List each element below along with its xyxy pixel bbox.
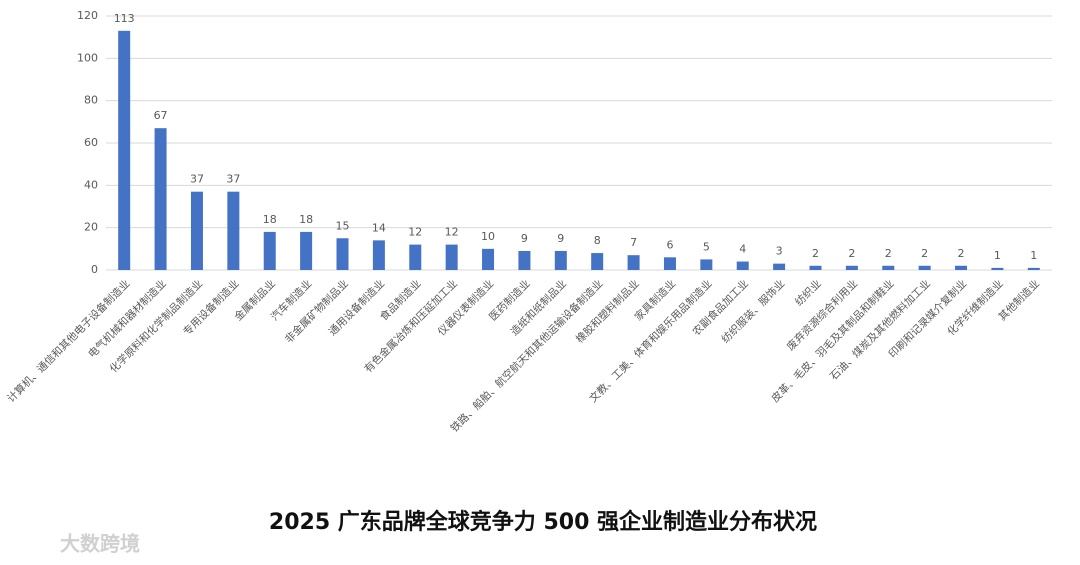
value-label: 2 [812,247,819,260]
bar [955,265,968,270]
value-label: 15 [336,219,350,232]
value-label: 10 [481,230,495,243]
bar [154,128,167,270]
value-label: 3 [776,245,783,258]
value-label: 12 [445,226,459,239]
value-label: 2 [921,247,928,260]
value-label: 8 [594,234,601,247]
x-tick-label: 非金属矿物制品业 [282,277,351,346]
watermark: 大数跨境 [60,532,140,556]
value-label: 113 [114,12,135,25]
y-tick-label: 20 [84,221,98,234]
value-label: 4 [739,243,746,256]
value-label: 9 [557,232,564,245]
bar [700,259,713,270]
y-tick-label: 80 [84,94,98,107]
value-label: 9 [521,232,528,245]
bar [809,265,822,270]
bar [482,248,495,270]
bar [736,261,749,270]
value-label: 2 [958,247,965,260]
value-label: 7 [630,236,637,249]
bar [118,30,131,270]
value-label: 37 [190,173,204,186]
bar [227,191,240,270]
value-label: 18 [299,213,313,226]
value-label: 6 [666,238,673,251]
value-label: 5 [703,240,710,253]
bar [518,250,531,270]
value-label: 67 [154,109,168,122]
bar [409,244,422,270]
value-label: 37 [226,173,240,186]
value-label: 14 [372,221,386,234]
y-tick-label: 0 [91,263,98,276]
bar [918,265,931,270]
bar [991,267,1004,270]
bar [845,265,858,270]
bar [663,257,676,270]
x-tick-label: 废弃资源综合利用业 [784,277,860,353]
value-label: 1 [994,249,1001,262]
y-tick-label: 40 [84,178,98,191]
value-label: 2 [848,247,855,260]
bar [190,191,203,270]
x-tick-label: 橡胶和塑料制品业 [573,277,642,346]
bar [1027,267,1040,270]
y-tick-label: 100 [77,51,98,64]
bar [263,231,276,270]
bar [336,238,349,270]
bar [300,231,313,270]
x-tick-label: 纺织服装、服饰业 [719,277,788,346]
value-label: 2 [885,247,892,260]
bar [554,250,567,270]
bar [445,244,458,270]
value-label: 12 [408,226,422,239]
bar [882,265,895,270]
bar [372,240,385,270]
bar [773,263,786,270]
value-label: 18 [263,213,277,226]
value-label: 1 [1030,249,1037,262]
bar [591,253,604,270]
bar [627,255,640,270]
y-tick-label: 120 [77,9,98,22]
chart-title: 2025 广东品牌全球竞争力 500 强企业制造业分布状况 [269,509,817,535]
x-tick-label: 纺织业 [792,277,823,308]
y-tick-label: 60 [84,136,98,149]
